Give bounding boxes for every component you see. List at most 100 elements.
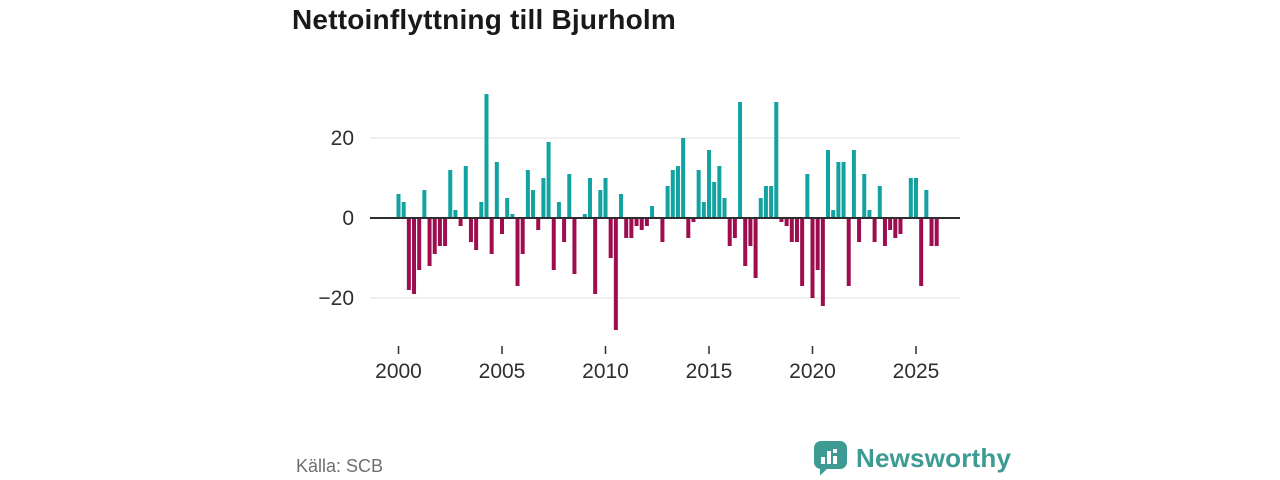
bar [675, 166, 680, 218]
x-tick-label: 2025 [893, 360, 940, 383]
bar [914, 178, 918, 218]
x-tick-label: 2010 [582, 360, 629, 383]
bar [479, 202, 484, 218]
bar [634, 218, 639, 226]
bar [582, 214, 587, 218]
bar [898, 218, 903, 234]
bar [510, 214, 515, 218]
bar [800, 218, 805, 286]
bar [707, 150, 711, 218]
bar [484, 94, 489, 218]
bar [686, 218, 691, 238]
bar [934, 218, 939, 246]
bar [629, 218, 634, 238]
bar [494, 162, 499, 218]
bar [722, 198, 727, 218]
bar [867, 210, 872, 218]
bar [763, 186, 768, 218]
bar [805, 174, 810, 218]
bar [836, 162, 841, 218]
bar [562, 218, 567, 242]
bar [406, 218, 411, 290]
bar [732, 218, 737, 238]
bar [877, 186, 882, 218]
bar [619, 194, 624, 218]
bar [608, 218, 613, 258]
bar [624, 218, 629, 238]
bar [458, 218, 463, 226]
bar [769, 186, 774, 218]
bar [567, 174, 572, 218]
y-tick-label: 20 [331, 127, 354, 150]
bar [437, 218, 442, 246]
bar [919, 218, 924, 286]
bar [463, 166, 468, 218]
bar [743, 218, 748, 266]
bar [587, 178, 592, 218]
bar [489, 218, 494, 254]
bar [908, 178, 913, 218]
source-label: Källa: SCB [296, 456, 384, 476]
bar [851, 150, 856, 218]
bar [453, 210, 458, 218]
brand-name: Newsworthy [856, 442, 1012, 473]
bar [929, 218, 934, 246]
bar [613, 218, 618, 330]
bar [738, 102, 743, 218]
bar [665, 186, 670, 218]
newsworthy-logo: Newsworthy [813, 440, 1011, 476]
page-title: Nettoinflyttning till Bjurholm [292, 4, 676, 35]
bar [593, 218, 598, 294]
y-tick-label: −20 [318, 287, 354, 310]
x-tick-label: 2000 [375, 360, 422, 383]
bar [815, 218, 820, 270]
bar [696, 170, 701, 218]
bar [748, 218, 753, 246]
bar [603, 178, 608, 218]
bar [888, 218, 893, 230]
bar [841, 162, 846, 218]
x-tick-label: 2015 [686, 360, 733, 383]
x-tick-label: 2020 [789, 360, 836, 383]
bar [712, 182, 717, 218]
bar [774, 102, 779, 218]
bar [536, 218, 541, 230]
bar [432, 218, 437, 254]
bar [660, 218, 665, 242]
bar [753, 218, 758, 278]
bar [644, 218, 649, 226]
bar [572, 218, 577, 274]
bar [924, 190, 929, 218]
bar [650, 206, 655, 218]
bar [515, 218, 520, 286]
bar [820, 218, 825, 306]
bar [546, 142, 551, 218]
bar [862, 174, 867, 218]
bar [448, 170, 453, 218]
bar [758, 198, 763, 218]
bar [784, 218, 789, 226]
bar [422, 190, 427, 218]
bar [525, 170, 530, 218]
bar [779, 218, 784, 222]
bar-chart-speech-bubble-icon [814, 441, 847, 476]
bar [670, 170, 675, 218]
bar [541, 178, 546, 218]
bar [717, 166, 722, 218]
bar [474, 218, 479, 250]
bar [893, 218, 898, 238]
bar [701, 202, 706, 218]
bar [500, 218, 504, 234]
x-tick-label: 2005 [479, 360, 526, 383]
bar [794, 218, 799, 242]
bar [872, 218, 877, 242]
bar [551, 218, 556, 270]
bar [505, 198, 510, 218]
bar [412, 218, 417, 294]
bar [401, 202, 406, 218]
y-tick-label: 0 [342, 207, 354, 230]
bar [681, 138, 686, 218]
bar [727, 218, 732, 246]
